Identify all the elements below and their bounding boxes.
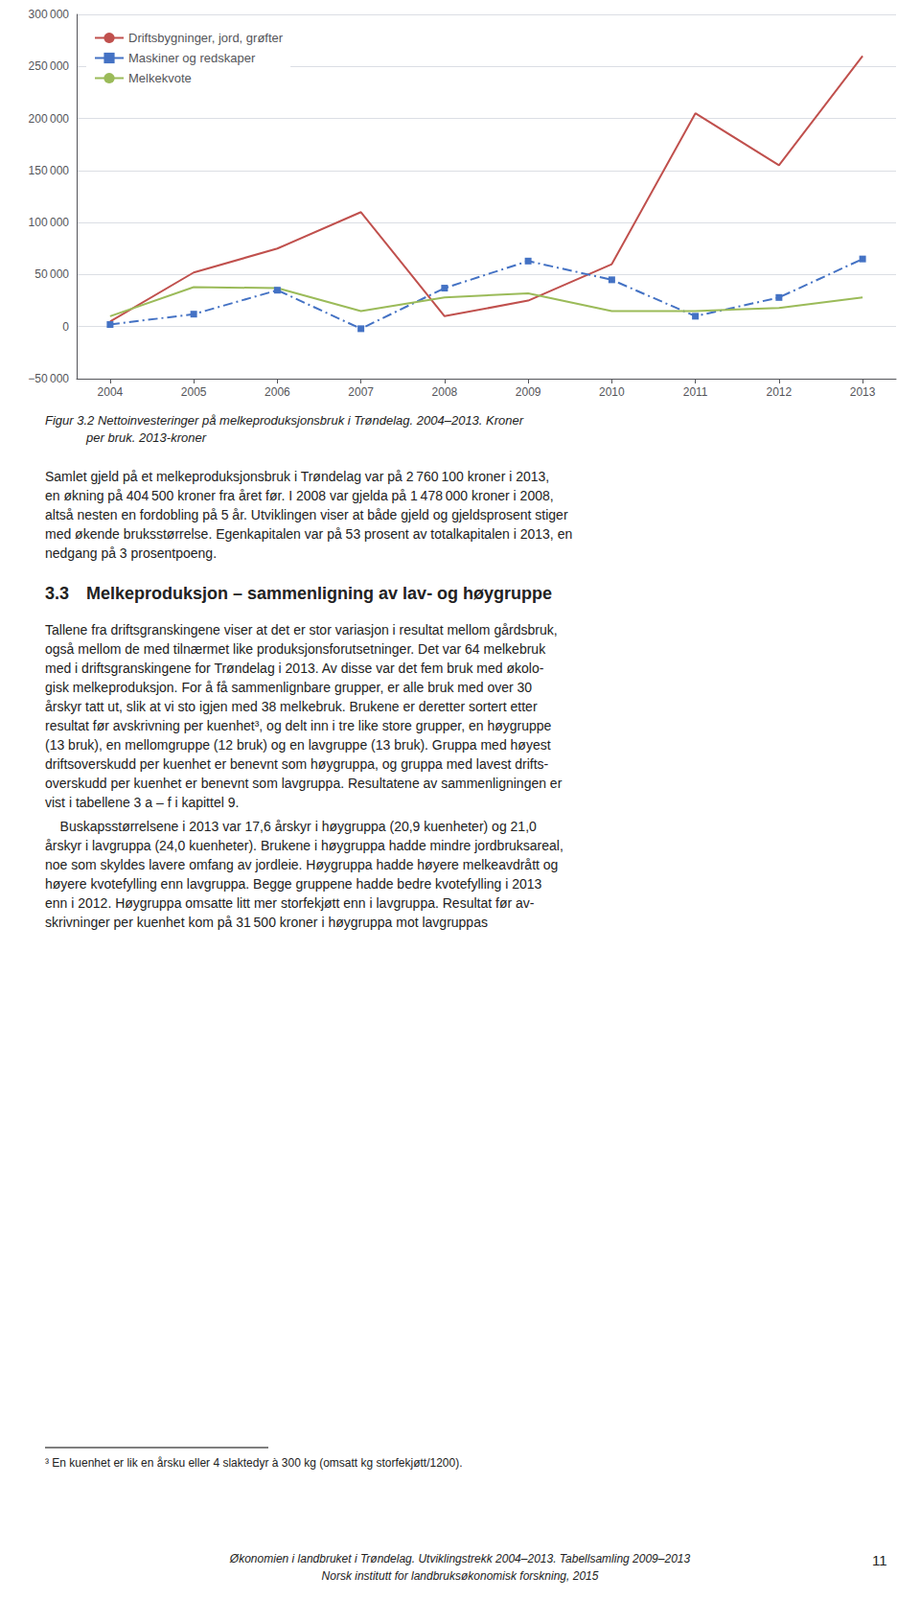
svg-text:gisk melkeproduksjon. For å få: gisk melkeproduksjon. For å få sammenlig… xyxy=(45,679,532,695)
svg-text:med i driftsgranskingene for T: med i driftsgranskingene for Trøndelag i… xyxy=(45,660,545,676)
svg-text:(13 bruk), en mellomgruppe (12: (13 bruk), en mellomgruppe (12 bruk) og … xyxy=(45,736,552,753)
svg-text:2011: 2011 xyxy=(683,385,709,399)
svg-text:150 000: 150 000 xyxy=(28,163,70,178)
svg-text:overskudd per kuenhet er benev: overskudd per kuenhet er benevnt som lav… xyxy=(45,775,563,791)
svg-text:årskyr tatt ut, slik at vi sto: årskyr tatt ut, slik at vi sto igjen med… xyxy=(45,698,538,714)
svg-text:noe som skyldes lavere omfang: noe som skyldes lavere omfang av jordlei… xyxy=(45,856,558,873)
svg-text:11: 11 xyxy=(872,1551,888,1568)
svg-text:0: 0 xyxy=(62,320,69,334)
svg-text:50 000: 50 000 xyxy=(34,267,69,281)
svg-text:altså nesten en fordobling på: altså nesten en fordobling på 5 år. Utvi… xyxy=(45,506,569,523)
svg-text:høyere kvotefylling enn lavgru: høyere kvotefylling enn lavgruppa. Begge… xyxy=(45,875,543,892)
svg-text:Økonomien i landbruket i Trønd: Økonomien i landbruket i Trøndelag. Utvi… xyxy=(229,1551,691,1565)
svg-text:Buskapsstørrelsene i 2013 var: Buskapsstørrelsene i 2013 var 17,6 årsky… xyxy=(45,818,537,834)
svg-text:Norsk institutt for landbruksø: Norsk institutt for landbruksøkonomisk f… xyxy=(322,1568,599,1583)
svg-text:enn i 2012. Høygruppa omsatte: enn i 2012. Høygruppa omsatte litt mer s… xyxy=(45,895,535,911)
svg-text:driftsoverskudd per kuenhet er: driftsoverskudd per kuenhet er benevnt s… xyxy=(45,756,550,772)
svg-text:Driftsbygninger, jord, grøfter: Driftsbygninger, jord, grøfter xyxy=(128,30,284,46)
svg-text:også mellom de med tilnærmet l: også mellom de med tilnærmet like produk… xyxy=(45,641,547,657)
svg-text:2012: 2012 xyxy=(766,385,793,399)
svg-text:200 000: 200 000 xyxy=(28,112,70,126)
svg-text:nedgang på 3 prosentpoeng.: nedgang på 3 prosentpoeng. xyxy=(45,545,217,561)
svg-text:Figur 3.2 Nettoinvesteringer p: Figur 3.2 Nettoinvesteringer på melkepro… xyxy=(45,413,525,428)
svg-text:3.3 Melkeproduksjon – sammenli: 3.3 Melkeproduksjon – sammenligning av l… xyxy=(45,583,552,603)
svg-text:−50 000: −50 000 xyxy=(27,371,69,386)
svg-text:Maskiner og redskaper: Maskiner og redskaper xyxy=(128,50,256,66)
svg-text:årskyr i lavgruppa (24,0 kuenh: årskyr i lavgruppa (24,0 kuenheter). Bru… xyxy=(45,837,564,853)
svg-text:en økning på 404 500 kroner fr: en økning på 404 500 kroner fra året før… xyxy=(45,487,554,504)
svg-text:2008: 2008 xyxy=(432,385,459,399)
svg-text:med økende bruksstørrelse. Ege: med økende bruksstørrelse. Egenkapitalen… xyxy=(45,526,573,542)
svg-text:2006: 2006 xyxy=(264,385,291,399)
svg-text:100 000: 100 000 xyxy=(28,215,70,230)
svg-text:resultat før avskrivning per k: resultat før avskrivning per kuenhet³, o… xyxy=(45,717,552,734)
svg-text:300 000: 300 000 xyxy=(28,7,70,22)
svg-text:³ En kuenhet er lik en årsku e: ³ En kuenhet er lik en årsku eller 4 sla… xyxy=(45,1455,463,1470)
svg-text:vist i tabellene 3 a – f i kap: vist i tabellene 3 a – f i kapittel 9. xyxy=(45,794,239,810)
svg-text:skrivninger per kuenhet kom på: skrivninger per kuenhet kom på 31 500 kr… xyxy=(45,914,488,930)
svg-text:2009: 2009 xyxy=(515,385,542,399)
svg-text:2004: 2004 xyxy=(97,385,124,399)
svg-text:Melkekvote: Melkekvote xyxy=(128,70,192,86)
svg-text:2010: 2010 xyxy=(598,385,625,399)
svg-text:per bruk. 2013-kroner: per bruk. 2013-kroner xyxy=(85,430,207,445)
svg-text:2005: 2005 xyxy=(181,385,207,399)
svg-text:2013: 2013 xyxy=(850,385,876,399)
svg-text:2007: 2007 xyxy=(347,385,374,399)
svg-text:Samlet gjeld på et melkeproduk: Samlet gjeld på et melkeproduksjonsbruk … xyxy=(45,468,550,484)
svg-text:Tallene fra driftsgranskingene: Tallene fra driftsgranskingene viser at … xyxy=(45,621,558,638)
svg-text:250 000: 250 000 xyxy=(28,59,70,73)
